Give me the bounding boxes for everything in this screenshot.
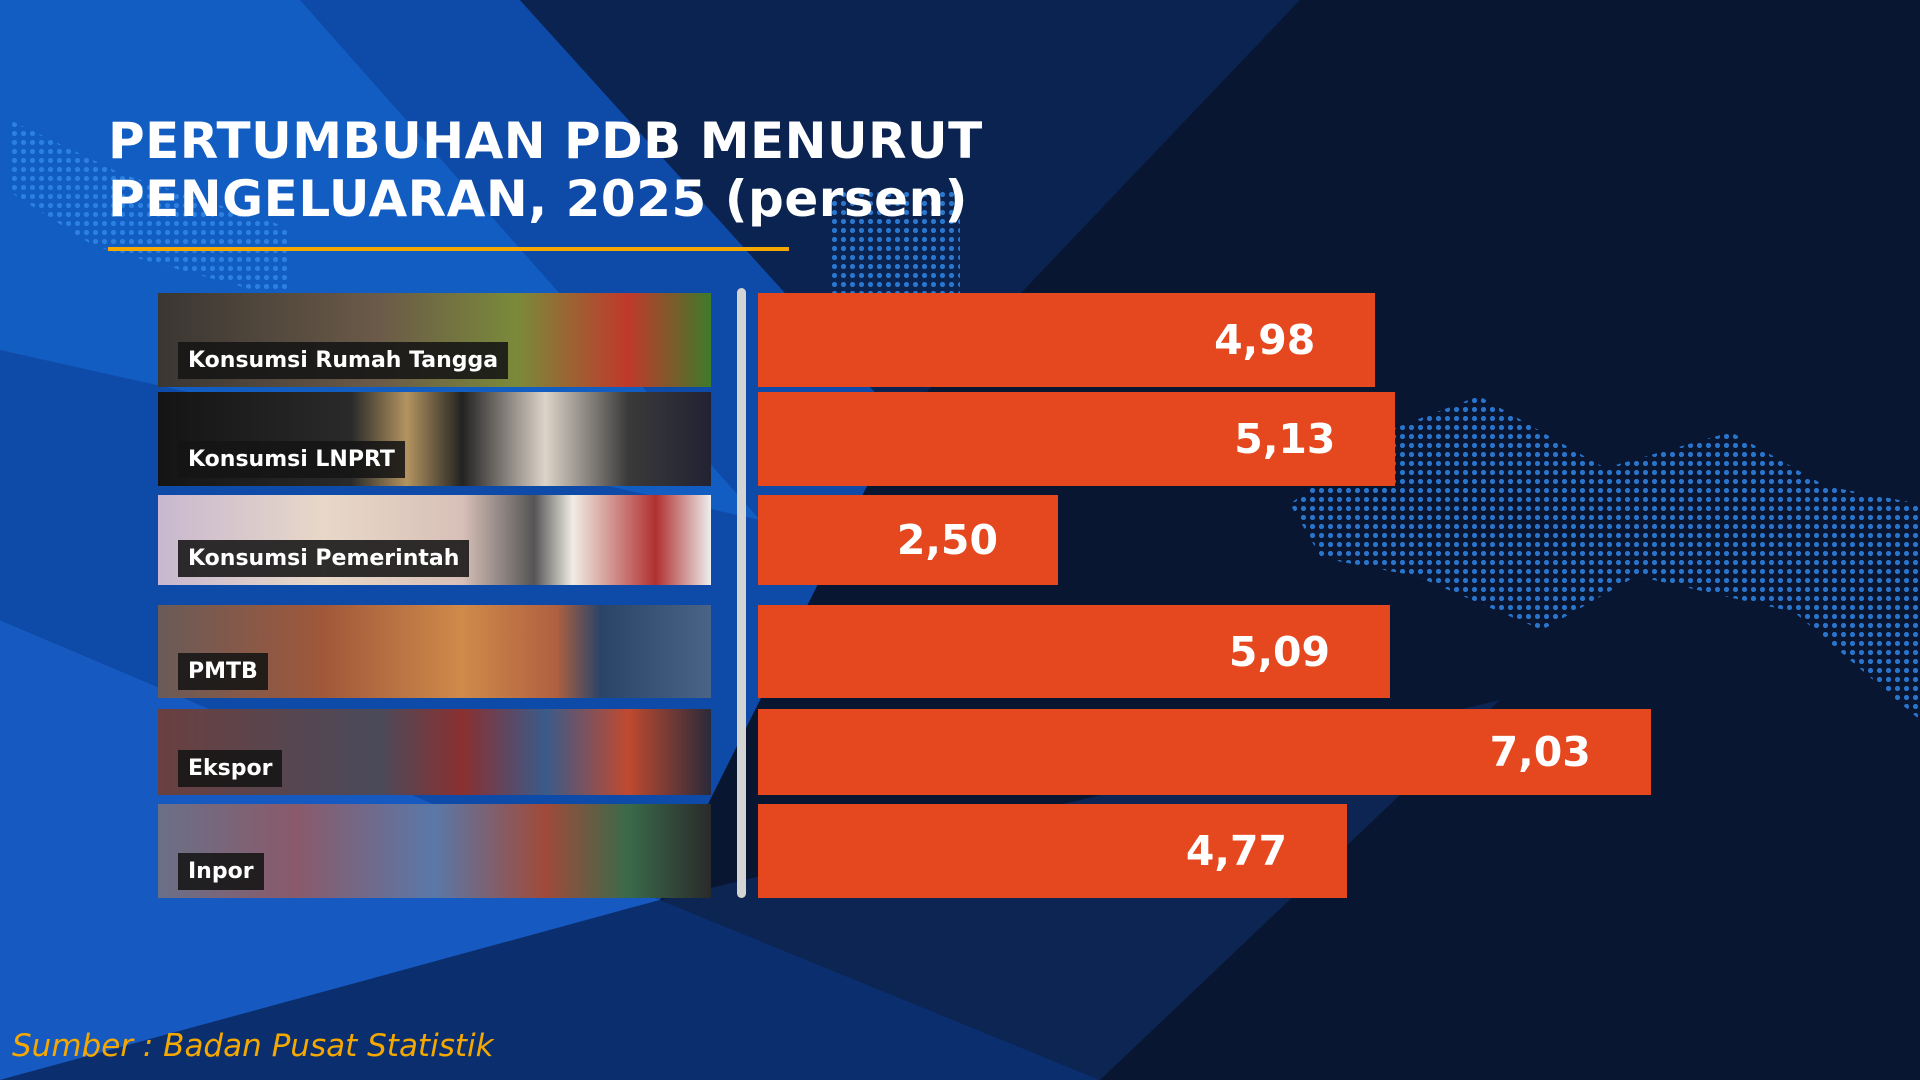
category-panel-pmtb: PMTB	[158, 605, 711, 698]
data-label: 4,77	[1185, 827, 1288, 875]
category-panel-konsumsi-lnprt: Konsumsi LNPRT	[158, 392, 711, 486]
category-label: PMTB	[178, 653, 268, 690]
category-panel-inpor: Inpor	[158, 804, 711, 898]
category-label: Inpor	[178, 853, 264, 890]
category-panel-ekspor: Ekspor	[158, 709, 711, 795]
data-label: 5,13	[1234, 415, 1336, 463]
data-label: 5,09	[1228, 627, 1331, 676]
divider-line	[737, 288, 746, 898]
bar-konsumsi-rumah-tangga: 4,98	[758, 293, 1376, 387]
title-underline	[108, 247, 789, 251]
data-label: 7,03	[1489, 728, 1591, 776]
chart-title: PERTUMBUHAN PDB MENURUT PENGELUARAN, 202…	[108, 112, 983, 228]
bar-konsumsi-lnprt: 5,13	[758, 392, 1396, 486]
bar-inpor: 4,77	[758, 804, 1348, 898]
map-dots-center	[830, 190, 960, 310]
category-label: Konsumsi LNPRT	[178, 441, 405, 478]
category-label: Konsumsi Rumah Tangga	[178, 342, 509, 379]
bar-pmtb: 5,09	[758, 605, 1391, 698]
title-line-2: PENGELUARAN, 2025 (persen)	[108, 170, 969, 228]
source-note: Sumber : Badan Pusat Statistik	[12, 1028, 494, 1064]
data-label: 4,98	[1214, 316, 1316, 364]
category-panel-konsumsi-rumah-tangga: Konsumsi Rumah Tangga	[158, 293, 711, 387]
title-line-1: PERTUMBUHAN PDB MENURUT	[108, 112, 983, 170]
data-label: 2,50	[896, 516, 998, 564]
bar-konsumsi-pemerintah: 2,50	[758, 495, 1058, 585]
category-panel-konsumsi-pemerintah: Konsumsi Pemerintah	[158, 495, 711, 585]
category-label: Ekspor	[178, 750, 283, 787]
category-label: Konsumsi Pemerintah	[178, 540, 470, 577]
bar-ekspor: 7,03	[758, 709, 1651, 795]
